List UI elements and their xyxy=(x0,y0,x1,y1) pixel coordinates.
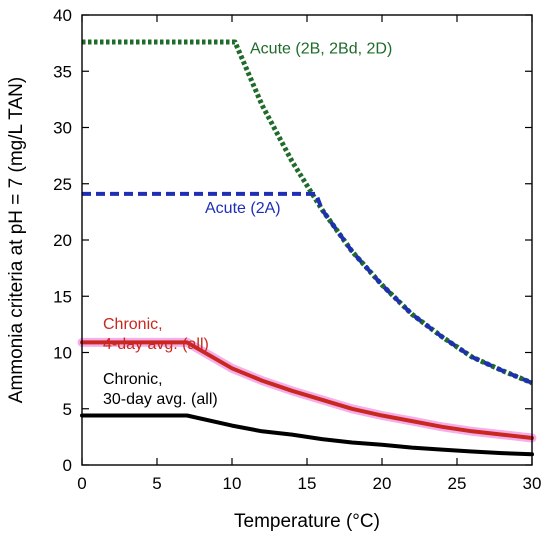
y-tick-label: 15 xyxy=(53,287,72,306)
series-annotation: Acute (2A) xyxy=(205,200,281,217)
annotation-line: 30-day avg. (all) xyxy=(103,391,218,408)
annotation-line: 4-day avg. (all) xyxy=(103,336,209,353)
series-line xyxy=(80,340,534,440)
y-tick-label: 25 xyxy=(53,175,72,194)
series-line xyxy=(82,191,533,385)
y-tick-label: 30 xyxy=(53,119,72,138)
annotation-line: Chronic, xyxy=(103,316,163,333)
y-tick-label: 5 xyxy=(63,400,72,419)
y-tick-label: 35 xyxy=(53,62,72,81)
x-tick-label: 15 xyxy=(298,474,317,493)
series-line xyxy=(80,413,534,457)
y-axis-title: Ammonia criteria at pH = 7 (mg/L TAN) xyxy=(6,77,27,403)
y-tick-label: 0 xyxy=(63,456,72,475)
x-tick-label: 5 xyxy=(152,474,161,493)
annotation-line: Acute (2B, 2Bd, 2D) xyxy=(250,40,392,57)
series-annotation: Chronic, 30-day avg. (all) xyxy=(103,371,218,408)
plot-marks xyxy=(77,39,537,457)
series-annotation: Acute (2B, 2Bd, 2D) xyxy=(250,40,392,57)
y-tick-label: 20 xyxy=(53,231,72,250)
y-tick-label: 40 xyxy=(53,6,72,25)
axis-ticks: 0 5 10 15 20 25 30 0 5 10 15 20 25 30 35 40 xyxy=(53,6,541,493)
x-tick-label: 30 xyxy=(523,474,542,493)
x-tick-label: 10 xyxy=(223,474,242,493)
series-annotation: Chronic, 4-day avg. (all) xyxy=(103,316,209,353)
x-tick-label: 20 xyxy=(373,474,392,493)
x-tick-label: 0 xyxy=(77,474,86,493)
x-axis-title: Temperature (°C) xyxy=(234,511,380,532)
annotation-line: Chronic, xyxy=(103,371,163,388)
series-annotations: Acute (2B, 2Bd, 2D) Acute (2A) Chronic, 4-d… xyxy=(103,40,392,408)
x-tick-label: 25 xyxy=(448,474,467,493)
annotation-line: Acute (2A) xyxy=(205,200,281,217)
y-tick-label: 10 xyxy=(53,344,72,363)
